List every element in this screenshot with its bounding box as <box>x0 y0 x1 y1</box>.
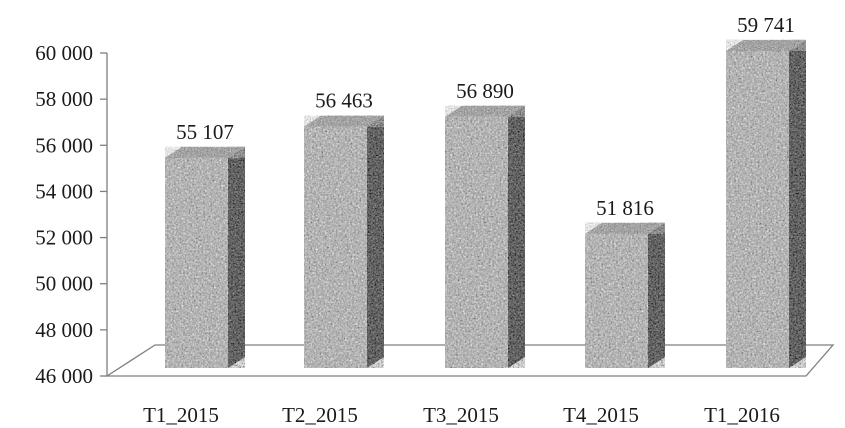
x-tick-label: T1_2016 <box>704 403 780 427</box>
y-tick-label: 60 000 <box>35 41 93 65</box>
y-tick-label: 56 000 <box>35 133 93 157</box>
bar-T4_2015 <box>585 222 665 368</box>
x-tick-label: T4_2015 <box>563 403 639 427</box>
bar-side-texture <box>789 39 806 369</box>
y-axis: 46 000 48 000 50 000 52 000 54 000 56 000 58 0… <box>35 41 108 388</box>
bar-T1_2016 <box>726 39 806 369</box>
y-tick-label: 50 000 <box>35 272 93 296</box>
y-tick-label: 54 000 <box>35 179 93 203</box>
bar-top-texture <box>585 222 665 234</box>
bar-front-texture <box>165 157 228 368</box>
x-tick-label: T1_2015 <box>143 403 219 427</box>
bar-T3_2015 <box>445 105 525 369</box>
bar-top-texture <box>165 146 245 158</box>
bar-side-texture <box>367 115 384 369</box>
floor-outline <box>104 344 835 377</box>
bar-top-texture <box>445 105 525 117</box>
bar-side-texture <box>228 146 245 368</box>
data-label: 55 107 <box>176 120 234 144</box>
bar-side-texture <box>508 105 525 369</box>
bar-side-texture <box>648 222 665 368</box>
y-tick-label: 46 000 <box>35 364 93 388</box>
bar-top-texture <box>726 39 806 51</box>
data-label: 59 741 <box>737 13 795 37</box>
x-tick-label: T2_2015 <box>282 403 358 427</box>
bar-T2_2015 <box>304 115 384 369</box>
bars-group <box>165 39 806 369</box>
data-label: 51 816 <box>596 196 654 220</box>
bar-front-texture <box>585 233 648 368</box>
bar-front-texture <box>726 50 789 369</box>
x-tick-label: T3_2015 <box>423 403 499 427</box>
bar-T1_2015 <box>165 146 245 368</box>
bar-top-texture <box>304 115 384 127</box>
data-label: 56 463 <box>315 89 373 113</box>
y-tick-label: 58 000 <box>35 87 93 111</box>
y-tick-label: 52 000 <box>35 226 93 250</box>
bar-front-texture <box>304 126 367 369</box>
bar-front-texture <box>445 116 508 369</box>
data-label: 56 890 <box>456 79 514 103</box>
y-tick-label: 48 000 <box>35 318 93 342</box>
chart-floor <box>104 344 835 377</box>
labels-group: 55 107 T1_2015 56 463 T2_2015 56 890 T3_2015 5… <box>143 13 795 427</box>
